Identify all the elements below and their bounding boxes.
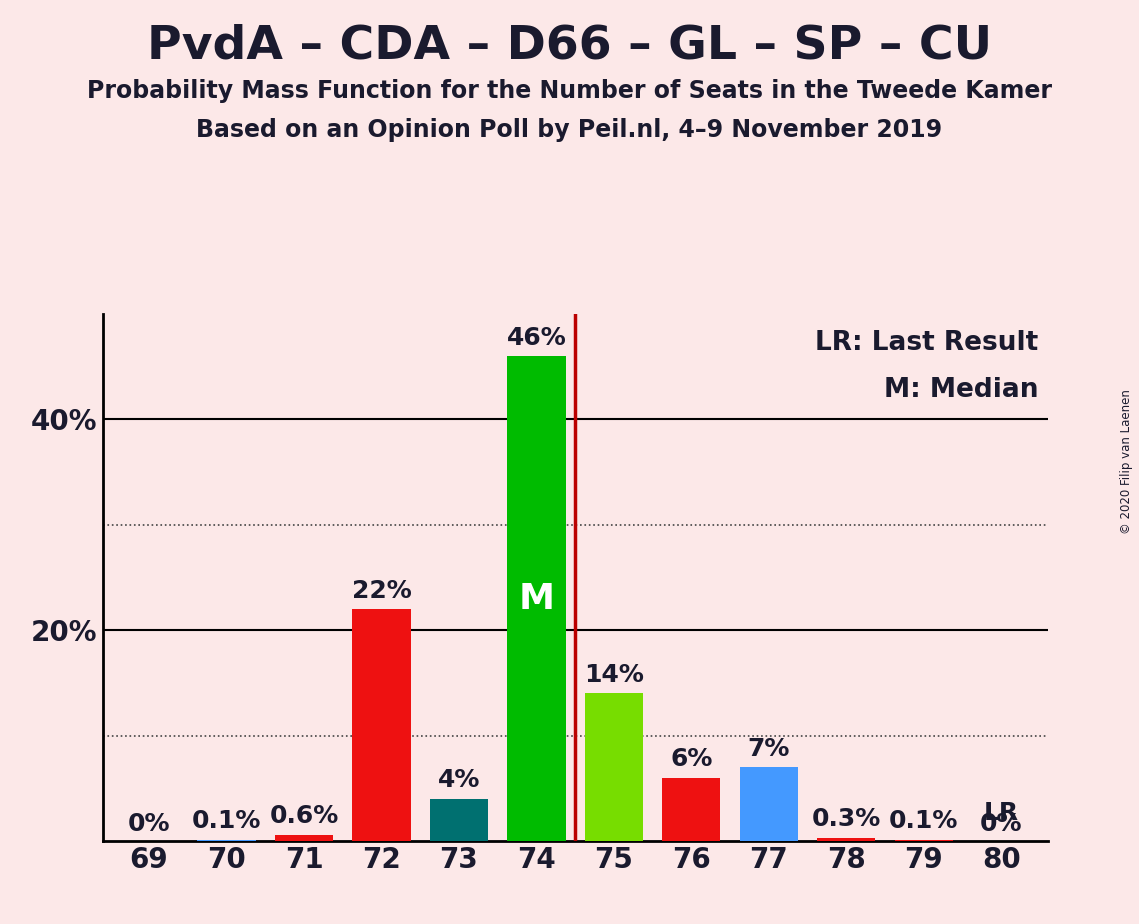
Bar [197,840,255,841]
Text: 0.1%: 0.1% [191,809,261,833]
Text: Probability Mass Function for the Number of Seats in the Tweede Kamer: Probability Mass Function for the Number… [87,79,1052,103]
Bar [429,798,487,841]
Text: 4%: 4% [437,769,481,793]
Bar [895,840,953,841]
Text: PvdA – CDA – D66 – GL – SP – CU: PvdA – CDA – D66 – GL – SP – CU [147,23,992,68]
Text: © 2020 Filip van Laenen: © 2020 Filip van Laenen [1121,390,1133,534]
Bar [352,609,410,841]
Text: LR: LR [984,801,1019,825]
Text: 14%: 14% [584,663,644,687]
Text: 22%: 22% [352,578,411,602]
Bar [585,693,644,841]
Text: 46%: 46% [507,326,566,350]
Text: 7%: 7% [747,736,790,760]
Text: Based on an Opinion Poll by Peil.nl, 4–9 November 2019: Based on an Opinion Poll by Peil.nl, 4–9… [196,118,943,142]
Bar [818,838,876,841]
Text: M: Median: M: Median [884,377,1039,404]
Bar [507,357,565,841]
Text: LR: Last Result: LR: Last Result [816,330,1039,356]
Bar [663,778,721,841]
Bar [740,767,798,841]
Text: 6%: 6% [670,748,713,772]
Text: 0%: 0% [128,811,170,835]
Text: 0.6%: 0.6% [269,804,338,828]
Text: M: M [518,581,555,615]
Bar [274,834,333,841]
Text: 0.3%: 0.3% [812,808,882,832]
Text: 0%: 0% [981,811,1023,835]
Text: 0.1%: 0.1% [890,809,959,833]
